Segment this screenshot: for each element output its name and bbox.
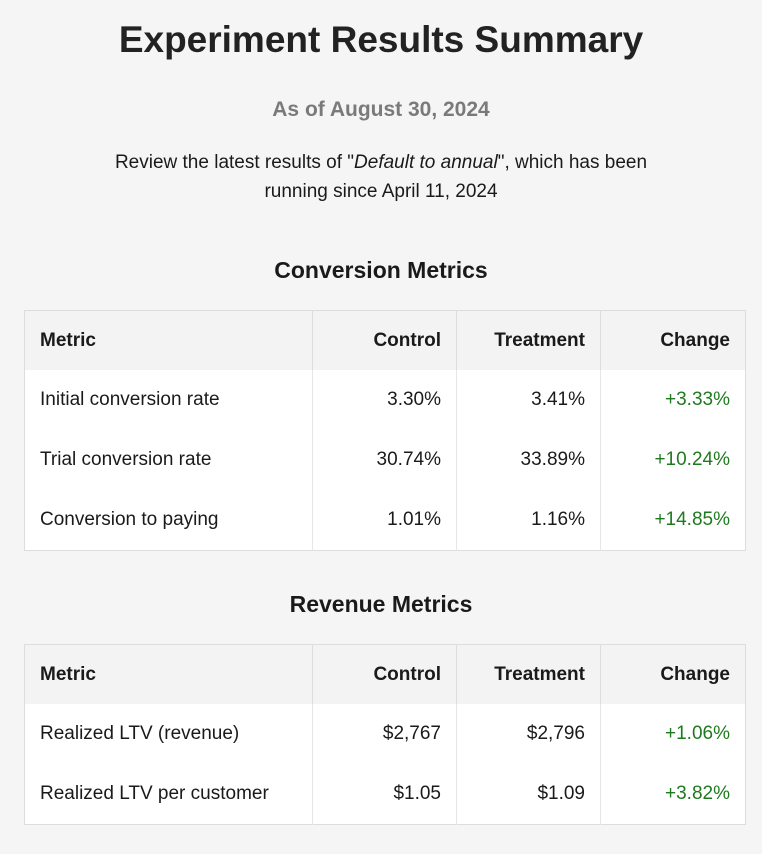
experiment-name: Default to annual [354,152,498,173]
as-of-date: As of August 30, 2024 [272,98,490,121]
revenue-metrics-title: Revenue Metrics [289,591,473,617]
intro-before: Review the latest results of " [114,152,355,173]
table-row: Realized LTV (revenue) $2,767 $2,796 +1.… [25,704,746,764]
metric-name: Trial conversion rate [40,449,212,470]
change-value: +10.24% [600,430,746,490]
treatment-value: $1.09 [456,764,601,825]
change-value: +14.85% [600,490,746,551]
header-change: Change [600,310,746,370]
header-treatment: Treatment [456,310,601,370]
change-value: +3.33% [600,370,746,430]
control-value: 1.01% [312,490,457,551]
page: Experiment Results Summary As of August … [24,19,746,825]
header-change: Change [600,644,746,704]
revenue-metrics-table: Metric Control Treatment Change Realized… [24,644,746,825]
conversion-metrics-table: Metric Control Treatment Change Initial … [24,310,746,551]
table-row: Initial conversion rate 3.30% 3.41% +3.3… [25,370,746,430]
treatment-value: 33.89% [456,430,601,490]
change-value: +1.06% [600,704,746,764]
conversion-metrics-title: Conversion Metrics [274,257,488,283]
table-row: Trial conversion rate 30.74% 33.89% +10.… [25,430,746,490]
header-control: Control [312,310,457,370]
control-value: 30.74% [312,430,457,490]
intro-after: ", which has been running since April 11… [264,152,648,202]
metric-name: Realized LTV per customer [40,783,269,804]
header-treatment: Treatment [456,644,601,704]
intro-text: Review the latest results of "Default to… [101,148,661,206]
table-row: Conversion to paying 1.01% 1.16% +14.85% [25,490,746,551]
table-header-row: Metric Control Treatment Change [24,644,746,704]
metric-name: Realized LTV (revenue) [40,723,240,744]
control-value: $2,767 [312,704,457,764]
treatment-value: $2,796 [456,704,601,764]
control-value: 3.30% [312,370,457,430]
metric-name: Initial conversion rate [40,389,220,410]
treatment-value: 1.16% [456,490,601,551]
metric-name: Conversion to paying [40,509,219,530]
header-control: Control [312,644,457,704]
page-title: Experiment Results Summary [118,19,644,60]
table-header-row: Metric Control Treatment Change [24,310,746,370]
header-metric: Metric [24,310,313,370]
change-value: +3.82% [600,764,746,825]
control-value: $1.05 [312,764,457,825]
header-metric: Metric [24,644,313,704]
treatment-value: 3.41% [456,370,601,430]
table-row: Realized LTV per customer $1.05 $1.09 +3… [25,764,746,825]
